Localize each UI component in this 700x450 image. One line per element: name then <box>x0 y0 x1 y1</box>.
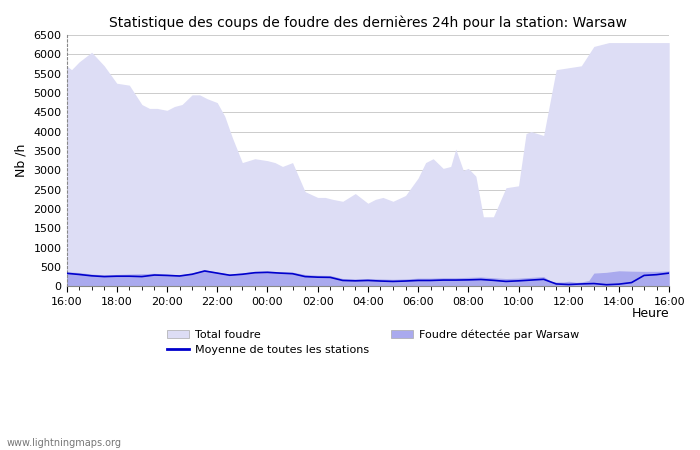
Title: Statistique des coups de foudre des dernières 24h pour la station: Warsaw: Statistique des coups de foudre des dern… <box>109 15 627 30</box>
Legend: Total foudre, Moyenne de toutes les stations, Foudre détectée par Warsaw: Total foudre, Moyenne de toutes les stat… <box>162 325 584 360</box>
Text: www.lightningmaps.org: www.lightningmaps.org <box>7 438 122 448</box>
Y-axis label: Nb /h: Nb /h <box>15 144 28 177</box>
Text: Heure: Heure <box>631 306 669 320</box>
